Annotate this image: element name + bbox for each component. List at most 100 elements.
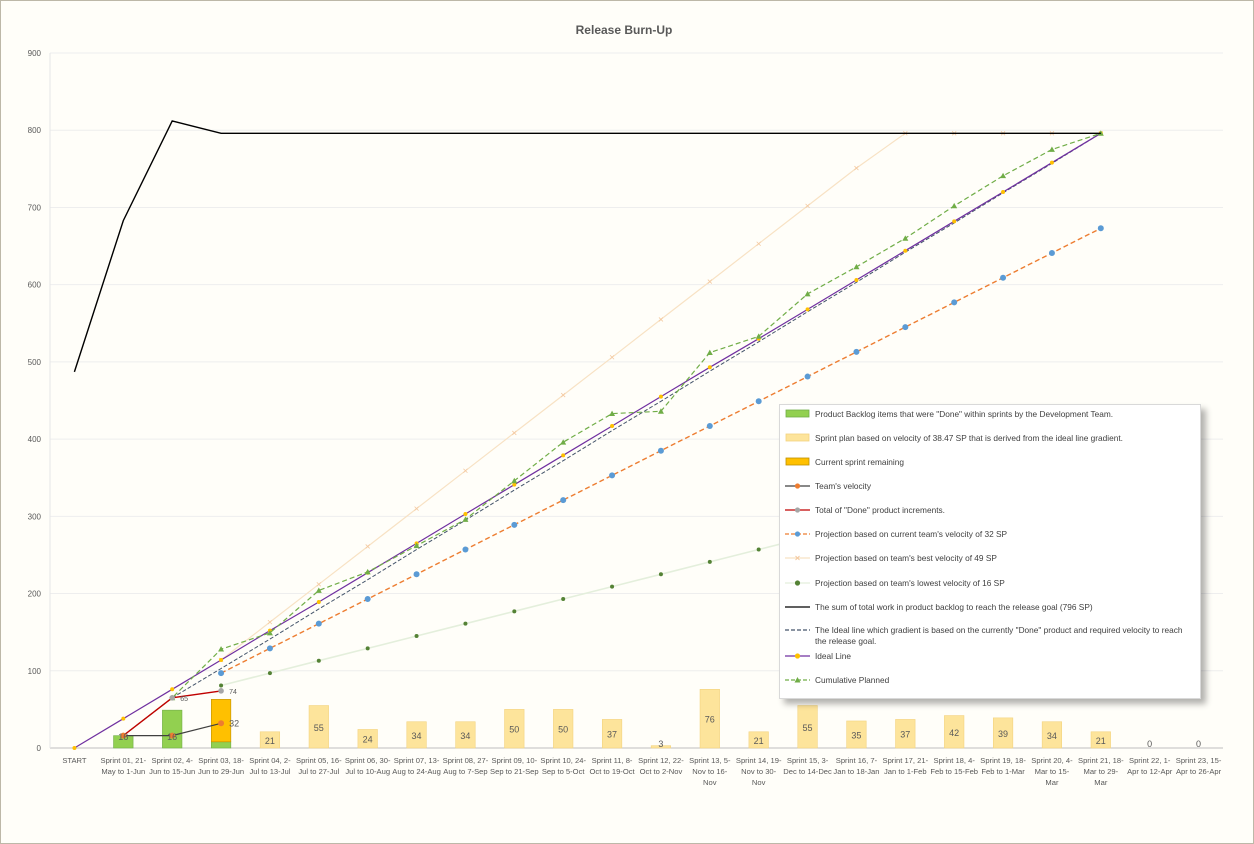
bar-sprint-plan [601,719,623,749]
point-current-velocity [755,398,762,405]
point-lowest-velocity [365,646,370,651]
bar-done [162,709,183,749]
bar-data-label: 24 [363,735,373,745]
point-team-velocity [218,720,225,727]
bar-sprint-plan [944,715,965,749]
x-tick-label: Sprint 05, 16- [296,756,342,765]
x-tick-label: Sprint 04, 2- [249,756,291,765]
x-tick-label: May to 1-Jun [101,767,145,776]
x-tick-label: Jun to 29-Jun [198,767,244,776]
point-cumulative-planned [706,349,713,356]
x-tick-label: Nov [703,778,717,787]
point-current-velocity [266,645,273,652]
x-tick-label: Aug to 24-Aug [392,767,441,776]
bar-data-label: 34 [412,731,422,741]
legend-item: Current sprint remaining [784,457,1196,477]
point-ideal [952,219,957,224]
point-cumulative-planned [755,333,762,339]
chart-title: Release Burn-Up [576,23,673,37]
x-tick-label: Sprint 01, 21- [101,756,147,765]
x-tick-label: Sprint 17, 21- [883,756,929,765]
bar-sprint-plan [406,721,427,749]
bar-data-label: 37 [607,730,617,740]
bar-data-label: 0 [1147,739,1152,749]
point-cumulative-planned [560,439,567,445]
x-tick-label: Sprint 21, 18- [1078,756,1124,765]
x-tick-label: Jan to 18-Jan [833,767,879,776]
bar-data-label: 39 [998,729,1008,739]
point-ideal [903,248,908,253]
point-cumulative-planned [804,290,811,297]
x-tick-label: Oct to 2-Nov [640,767,683,776]
point-lowest-velocity [219,683,224,688]
bar-data-label: 34 [460,731,470,741]
point-cumulative-planned [511,477,518,484]
point-current-velocity [218,670,225,677]
bar-sprint-plan [846,720,867,749]
legend-symbol [785,457,810,466]
point-ideal [219,657,224,662]
point-best-velocity [609,354,615,360]
legend-item: Cumulative Planned [784,675,1196,695]
x-tick-label: START [62,756,87,765]
y-tick-label: 100 [28,667,42,676]
x-tick-label: Sprint 18, 4- [934,756,976,765]
point-done-increments [169,695,175,701]
point-current-velocity [853,348,860,355]
point-best-velocity [414,506,419,511]
legend-symbol [785,531,810,537]
point-current-velocity [657,447,664,454]
x-tick-label: Sep to 5-Oct [542,767,586,776]
legend-label: The sum of total work in product backlog… [815,602,1093,612]
legend-label: Projection based on current team's veloc… [815,529,1008,539]
point-cumulative-planned [1048,146,1055,152]
point-best-velocity [365,544,370,549]
point-lowest-velocity [267,671,272,676]
point-cumulative-planned [266,629,273,636]
point-best-velocity [560,392,566,398]
point-team-velocity [169,732,176,739]
bar-data-label: 35 [851,730,861,740]
bar-data-label: 21 [265,736,275,746]
point-current-velocity [902,324,909,331]
point-current-velocity [364,595,371,602]
point-current-velocity [462,546,469,553]
bar-sprint-plan [1041,721,1063,749]
point-best-velocity [512,430,517,436]
bar-sprint-plan [259,731,281,749]
bar-data-label: 21 [1096,736,1106,746]
bar-sprint-plan [992,717,1014,749]
point-ideal [610,423,615,428]
point-ideal [854,278,859,283]
point-current-velocity [560,497,567,504]
bar-data-label: 16 [118,732,128,742]
bar-data-label: 21 [754,736,764,746]
x-tick-label: Sprint 10, 24- [540,756,586,765]
point-ideal [561,453,566,458]
point-best-velocity [463,468,468,474]
point-ideal [1049,160,1054,165]
x-tick-label: Mar [1094,778,1108,787]
x-tick-label: Sprint 03, 18- [198,756,244,765]
point-lowest-velocity [658,572,663,577]
y-tick-label: 800 [28,126,42,135]
x-tick-label: Sprint 02, 4- [152,756,194,765]
x-tick-label: Sprint 16, 7- [836,756,878,765]
legend-item: Projection based on team's lowest veloci… [784,578,1196,598]
bar-sprint-plan [504,709,525,749]
point-lowest-velocity [610,584,615,589]
legend-symbol [785,433,810,442]
point-best-velocity [707,279,713,284]
bar-sprint-plan [797,705,818,749]
point-current-velocity [804,373,811,380]
x-tick-label: Sprint 15, 3- [787,756,829,765]
legend-symbol [785,555,810,561]
point-cumulative-planned [462,516,469,522]
x-tick-label: Sprint 20, 4- [1031,756,1073,765]
point-cumulative-planned [951,202,958,209]
legend-label: Sprint plan based on velocity of 38.47 S… [815,433,1123,443]
point-best-velocity [658,317,664,322]
point-lowest-velocity [414,634,419,639]
legend-symbol [785,580,810,586]
legend-label: Projection based on team's lowest veloci… [815,578,1005,588]
